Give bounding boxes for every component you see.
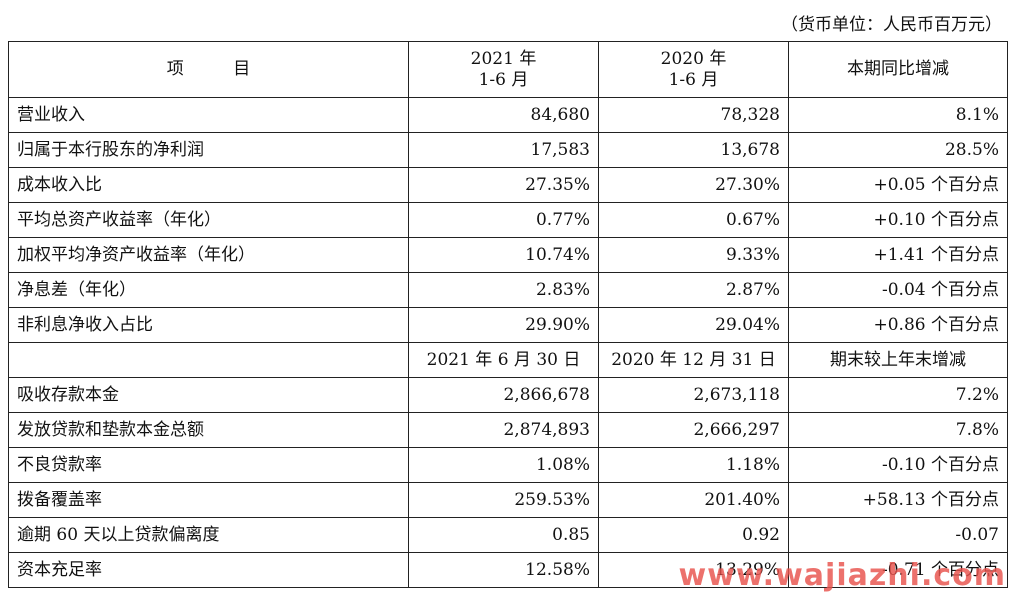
value-change: -0.04 个百分点 [788,272,1008,308]
currency-unit-note: （货币单位：人民币百万元） [781,15,1002,35]
table-row: 非利息净收入占比 29.90% 29.04% +0.86 个百分点 [8,307,1008,343]
value-current: 1.08% [408,447,599,483]
subheader-2021-06-30: 2021 年 6 月 30 日 [408,342,599,378]
table-header-row: 项 目 2021 年 1-6 月 2020 年 1-6 月 本期同比增减 [8,41,1008,98]
row-label: 归属于本行股东的净利润 [8,132,409,168]
value-prior: 201.40% [598,482,789,518]
header-yoy-change: 本期同比增减 [788,41,1008,98]
value-prior: 27.30% [598,167,789,203]
value-prior: 0.92 [598,517,789,553]
row-label: 净息差（年化） [8,272,409,308]
value-prior: 2.87% [598,272,789,308]
watermark: www.wajiazhi.com [678,558,1006,593]
table-row: 吸收存款本金 2,866,678 2,673,118 7.2% [8,377,1008,413]
value-change: +0.86 个百分点 [788,307,1008,343]
table-row: 净息差（年化） 2.83% 2.87% -0.04 个百分点 [8,272,1008,308]
value-current: 10.74% [408,237,599,273]
row-label: 拨备覆盖率 [8,482,409,518]
row-label: 非利息净收入占比 [8,307,409,343]
value-current: 259.53% [408,482,599,518]
table-row: 发放贷款和垫款本金总额 2,874,893 2,666,297 7.8% [8,412,1008,448]
row-label: 逾期 60 天以上贷款偏离度 [8,517,409,553]
value-change: 7.8% [788,412,1008,448]
value-current: 0.85 [408,517,599,553]
value-current: 12.58% [408,552,599,588]
balance-section: 吸收存款本金 2,866,678 2,673,118 7.2% 发放贷款和垫款本金总额 2… [8,377,1008,588]
value-prior: 0.67% [598,202,789,238]
header-2021-h1: 2021 年 1-6 月 [408,41,599,98]
subheader-2020-12-31: 2020 年 12 月 31 日 [598,342,789,378]
value-prior: 1.18% [598,447,789,483]
value-current: 29.90% [408,307,599,343]
value-change: -0.10 个百分点 [788,447,1008,483]
value-change: 28.5% [788,132,1008,168]
value-current: 84,680 [408,97,599,133]
table-row: 平均总资产收益率（年化） 0.77% 0.67% +0.10 个百分点 [8,202,1008,238]
value-prior: 2,666,297 [598,412,789,448]
row-label: 营业收入 [8,97,409,133]
value-change: +0.05 个百分点 [788,167,1008,203]
value-change: +0.10 个百分点 [788,202,1008,238]
value-prior: 13,678 [598,132,789,168]
row-label: 发放贷款和垫款本金总额 [8,412,409,448]
financial-indicators-table: 项 目 2021 年 1-6 月 2020 年 1-6 月 本期同比增减 营业收入 8… [8,41,1008,588]
subheader-blank [8,342,409,378]
table-row: 营业收入 84,680 78,328 8.1% [8,97,1008,133]
header-item: 项 目 [8,41,409,98]
value-prior: 29.04% [598,307,789,343]
value-prior: 2,673,118 [598,377,789,413]
table-row: 归属于本行股东的净利润 17,583 13,678 28.5% [8,132,1008,168]
table-row: 成本收入比 27.35% 27.30% +0.05 个百分点 [8,167,1008,203]
table-row: 拨备覆盖率 259.53% 201.40% +58.13 个百分点 [8,482,1008,518]
value-change: -0.71 个百分点 [788,552,1008,588]
header-2020-h1: 2020 年 1-6 月 [598,41,789,98]
value-change: 8.1% [788,97,1008,133]
value-current: 27.35% [408,167,599,203]
subheader-row: 2021 年 6 月 30 日 2020 年 12 月 31 日 期末较上年末增… [8,342,1008,378]
table-row: 逾期 60 天以上贷款偏离度 0.85 0.92 -0.07 [8,517,1008,553]
row-label: 资本充足率 [8,552,409,588]
income-section: 营业收入 84,680 78,328 8.1% 归属于本行股东的净利润 17,583 13,… [8,97,1008,343]
value-change: -0.07 [788,517,1008,553]
value-current: 2,866,678 [408,377,599,413]
value-current: 17,583 [408,132,599,168]
value-current: 2,874,893 [408,412,599,448]
value-current: 0.77% [408,202,599,238]
balance-subheader: 2021 年 6 月 30 日 2020 年 12 月 31 日 期末较上年末增… [8,342,1008,378]
table-row: 不良贷款率 1.08% 1.18% -0.10 个百分点 [8,447,1008,483]
value-prior: 9.33% [598,237,789,273]
table-row: 资本充足率 12.58% 13.29% -0.71 个百分点 [8,552,1008,588]
row-label: 不良贷款率 [8,447,409,483]
value-change: +1.41 个百分点 [788,237,1008,273]
row-label: 吸收存款本金 [8,377,409,413]
row-label: 平均总资产收益率（年化） [8,202,409,238]
row-label: 成本收入比 [8,167,409,203]
table-row: 加权平均净资产收益率（年化） 10.74% 9.33% +1.41 个百分点 [8,237,1008,273]
value-current: 2.83% [408,272,599,308]
value-prior: 78,328 [598,97,789,133]
row-label: 加权平均净资产收益率（年化） [8,237,409,273]
subheader-period-change: 期末较上年末增减 [788,342,1008,378]
value-change: +58.13 个百分点 [788,482,1008,518]
value-change: 7.2% [788,377,1008,413]
